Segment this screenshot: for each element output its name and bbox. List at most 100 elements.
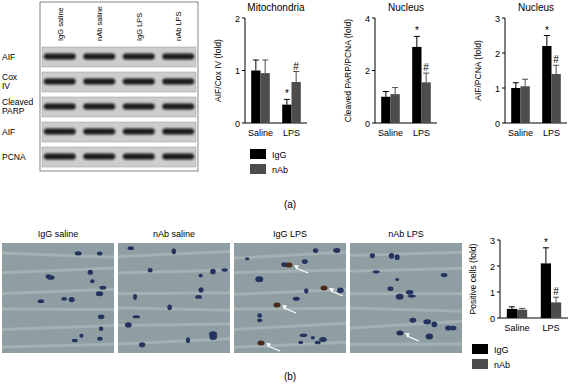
significance-mark: * <box>544 237 548 248</box>
nucleus <box>90 279 95 283</box>
nucleus <box>61 297 67 301</box>
x-tick-label: Saline <box>248 128 273 138</box>
blot-strip <box>42 147 196 167</box>
bar <box>381 97 390 123</box>
row-label: AIF <box>2 52 15 62</box>
bar <box>542 46 551 123</box>
blot-band <box>123 54 155 60</box>
y-tick-label: 2 <box>235 14 240 24</box>
arrow-head <box>294 265 299 270</box>
arrow-head <box>405 333 410 338</box>
error-cap <box>262 60 268 61</box>
x-tick-label: LPS <box>542 323 559 333</box>
fiber <box>234 270 346 272</box>
blot-band <box>44 129 76 135</box>
error-bar <box>553 65 559 74</box>
bar <box>251 71 260 124</box>
error-stem <box>556 65 557 74</box>
legend-swatch <box>472 344 488 354</box>
image-title: IgG LPS <box>273 229 307 239</box>
blot-band <box>162 79 194 85</box>
lane-label: IgG LPS <box>135 13 144 41</box>
nucleus <box>167 304 172 310</box>
legend-label: IgG <box>272 150 287 160</box>
chart: MitochondriaAIF/Cox IV (fold)012SalineLP… <box>213 2 307 175</box>
error-stem <box>265 60 266 73</box>
error-cap <box>522 79 528 80</box>
nucleus <box>133 315 141 318</box>
error-bar <box>513 83 519 88</box>
blot-strip <box>42 47 196 67</box>
significance-mark: # <box>423 62 429 73</box>
y-tick <box>502 53 505 54</box>
significance-mark: * <box>415 25 419 36</box>
nucleus <box>315 341 321 345</box>
lane-label: nAb saline <box>95 6 104 41</box>
error-stem <box>525 79 526 86</box>
nucleus <box>302 259 308 264</box>
nucleus <box>186 337 190 343</box>
legend-label: IgG <box>494 345 509 355</box>
row-label-line: AIF <box>2 127 15 137</box>
nucleus <box>255 276 263 282</box>
error-stem <box>385 92 386 97</box>
y-tick-label: 1 <box>235 66 240 76</box>
error-bar <box>392 88 398 95</box>
bar <box>521 86 530 123</box>
legend-swatch <box>472 359 488 369</box>
nucleus <box>423 319 431 324</box>
significance-mark: * <box>285 88 289 99</box>
blot-strip <box>42 122 196 142</box>
y-tick-label: 3 <box>495 14 500 24</box>
y-tick <box>242 123 245 124</box>
positive-nucleus <box>274 303 281 308</box>
y-tick <box>372 70 375 71</box>
arrow-shaft <box>331 291 343 296</box>
y-label: Positive cells (fold) <box>468 243 478 314</box>
error-bar <box>509 307 515 309</box>
arrow-shaft <box>407 336 419 341</box>
micrograph <box>350 243 462 353</box>
tissue <box>2 243 114 353</box>
bar <box>552 74 561 123</box>
error-bar <box>423 73 429 82</box>
row-label-line: PARP <box>2 106 25 116</box>
figure: IgG salinenAb salineIgG LPSnAb LPSAIFCox… <box>0 0 583 384</box>
nucleus <box>97 337 102 341</box>
nucleus <box>396 294 404 300</box>
error-stem <box>515 83 516 88</box>
nucleus <box>257 313 262 317</box>
nucleus <box>298 341 303 344</box>
tissue <box>350 243 462 353</box>
nucleus <box>319 337 327 342</box>
blot-strip <box>42 97 196 117</box>
error-bar <box>544 36 550 47</box>
y-tick-label: 1 <box>495 84 500 94</box>
nucleus <box>313 248 318 253</box>
fiber <box>350 268 462 271</box>
error-stem <box>255 60 256 71</box>
bars <box>511 36 561 124</box>
error-cap <box>513 82 519 83</box>
blot-band <box>162 129 194 135</box>
x-tick-label: LPS <box>543 128 560 138</box>
y-tick-label: 2 <box>495 49 500 59</box>
fiber <box>350 308 462 311</box>
nucleus <box>431 322 437 328</box>
fiber <box>234 290 346 295</box>
row-label-line: AIF <box>2 52 15 62</box>
nucleus <box>139 342 145 347</box>
error-stem <box>545 248 546 264</box>
error-bar <box>262 60 268 73</box>
x-tick-label: Saline <box>504 323 529 333</box>
nucleus <box>395 278 399 281</box>
error-bar <box>543 248 549 264</box>
positive-nucleus <box>321 286 328 291</box>
y-tick-label: 0 <box>365 119 370 129</box>
nucleus <box>293 297 300 301</box>
nucleus <box>209 331 217 337</box>
blot-band <box>123 154 155 160</box>
chart: Positive cells (fold)0123SalineLPS*#IgGn… <box>468 236 568 371</box>
error-stem <box>556 297 557 302</box>
y-tick <box>497 292 500 293</box>
